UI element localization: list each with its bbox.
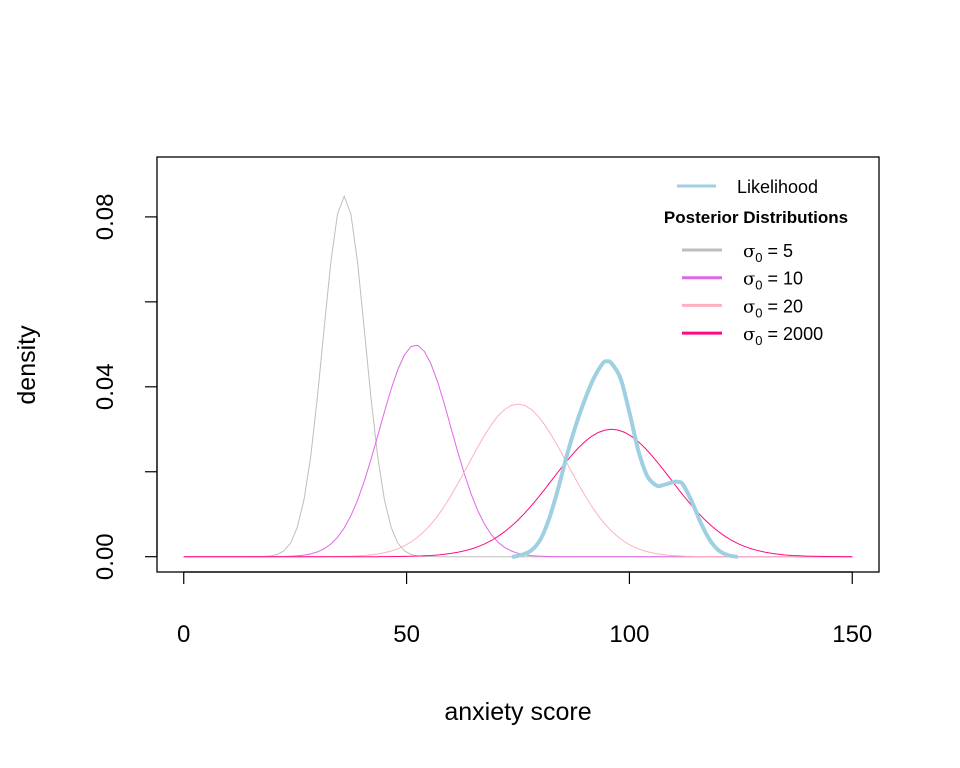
posterior-curve-2 [183,403,853,558]
y-tick-label: 0.00 [92,533,119,580]
legend-label-2: σ0 = 20 [743,296,803,320]
x-tick-label: 50 [393,621,420,648]
y-tick-label: 0.04 [92,363,119,410]
curves [183,194,853,559]
posterior-curve-1 [183,344,853,558]
legend-likelihood-label: Likelihood [737,177,818,197]
legend-label-3: σ0 = 2000 [743,324,823,348]
x-axis: 0 50 100 150 [177,571,872,648]
posterior-curve-3 [183,428,853,558]
legend: Likelihood Posterior Distributions σ0 = … [664,177,848,348]
y-axis-label: density [13,325,41,405]
x-tick-label: 0 [177,621,190,648]
legend-title: Posterior Distributions [664,208,848,227]
legend-label-1: σ0 = 10 [743,269,803,293]
legend-label-0: σ0 = 5 [743,241,793,265]
y-tick-label: 0.08 [92,194,119,241]
y-axis: 0.00 0.04 0.08 [92,194,158,580]
x-tick-label: 150 [832,621,872,648]
likelihood-curve [511,359,739,559]
x-tick-label: 100 [609,621,649,648]
x-axis-label: anxiety score [444,698,591,726]
